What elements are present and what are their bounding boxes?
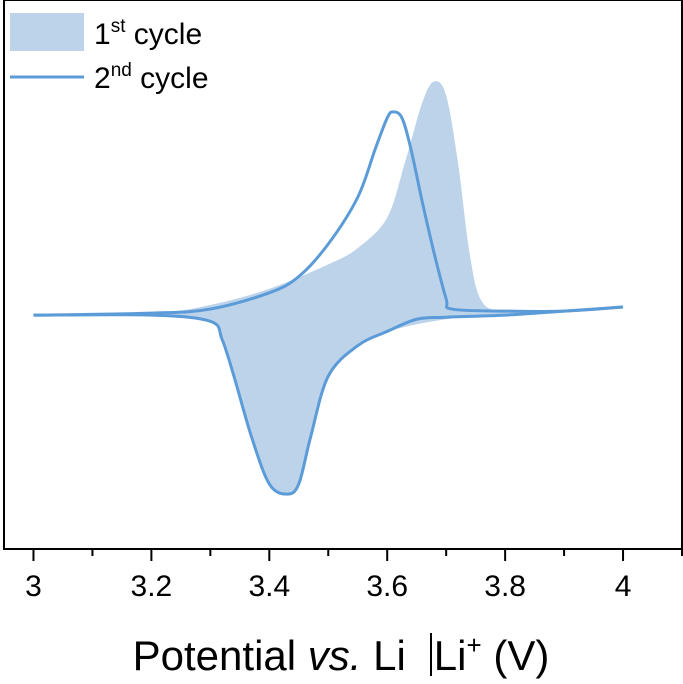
x-axis-title: Potential vs. Li Li+ (V) xyxy=(133,630,550,679)
x-tick-label: 4 xyxy=(615,570,632,603)
x-tick-label: 3.8 xyxy=(484,570,526,603)
series-2nd-cycle-anodic-line xyxy=(33,110,624,317)
series-2nd-cycle-cathodic-line xyxy=(33,305,624,496)
plot-frame xyxy=(3,0,683,550)
plot-layer xyxy=(33,81,624,496)
x-tick-label: 3.6 xyxy=(366,570,408,603)
legend-swatch-1st-cycle xyxy=(10,13,84,51)
legend-label-1st-cycle: 1st cycle xyxy=(94,16,202,51)
x-tick-label: 3 xyxy=(25,570,42,603)
x-tick-label: 3.4 xyxy=(248,570,290,603)
x-tick-label: 3.2 xyxy=(131,570,173,603)
legend-label-2nd-cycle: 2nd cycle xyxy=(94,60,209,95)
x-axis-ticks: 3 3.2 3.4 3.6 3.8 4 xyxy=(25,549,683,603)
legend: 1st cycle 2nd cycle xyxy=(10,13,209,95)
series-1st-cycle-area xyxy=(33,81,624,495)
